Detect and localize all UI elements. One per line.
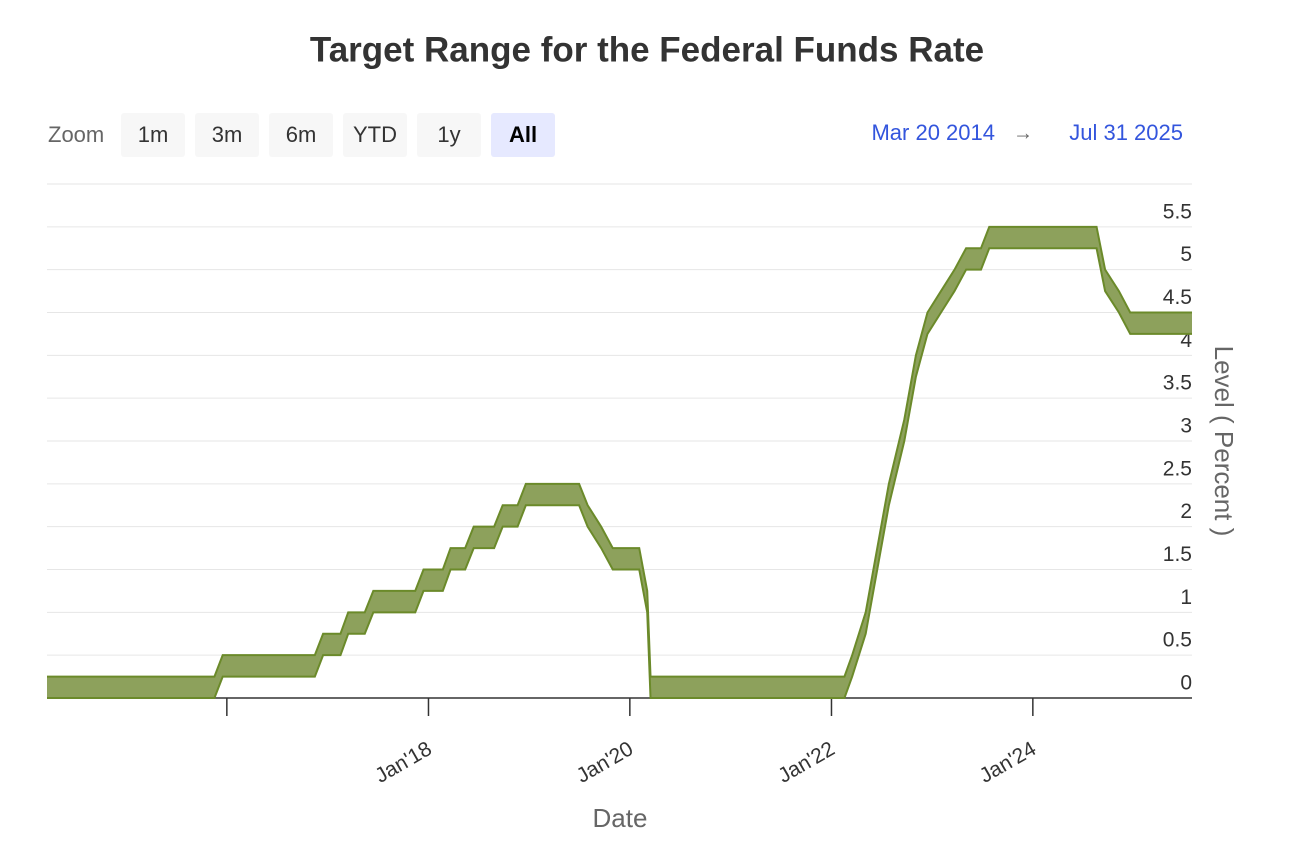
- zoom-button[interactable]: [195, 113, 259, 157]
- range-from[interactable]: Mar 20 2014: [871, 120, 995, 145]
- y-tick-label: 2.5: [1163, 457, 1192, 480]
- y-tick-label: 2: [1180, 500, 1192, 523]
- range-arrow: →: [1013, 122, 1033, 144]
- y-tick-label: 5.5: [1163, 200, 1192, 223]
- y-axis-title: Level ( Percent ): [1209, 346, 1239, 537]
- zoom-button[interactable]: [343, 113, 407, 157]
- zoom-button-label[interactable]: 3m: [212, 122, 243, 147]
- zoom-button-label[interactable]: YTD: [353, 122, 397, 147]
- x-axis-title: Date: [593, 803, 648, 833]
- x-tick-label: Jan'24: [976, 737, 1041, 788]
- y-tick-label: 1: [1180, 586, 1192, 609]
- zoom-button-label[interactable]: 1y: [437, 122, 460, 147]
- y-tick-label: 1.5: [1163, 543, 1192, 566]
- y-tick-label: 0.5: [1163, 629, 1192, 652]
- zoom-button-label[interactable]: 6m: [286, 122, 317, 147]
- x-tick-label: Jan'18: [371, 737, 436, 788]
- y-tick-label: 0: [1180, 672, 1192, 695]
- y-tick-label: 3: [1180, 415, 1192, 438]
- range-area: [47, 226, 1192, 699]
- y-tick-label: 3.5: [1163, 372, 1192, 395]
- x-tick-label: Jan'20: [573, 737, 638, 788]
- zoom-button[interactable]: [121, 113, 185, 157]
- zoom-button[interactable]: [269, 113, 333, 157]
- zoom-button-label[interactable]: All: [509, 122, 537, 147]
- zoom-button[interactable]: [417, 113, 481, 157]
- lower-line: [47, 247, 1192, 699]
- upper-line: [47, 225, 1192, 678]
- range-to[interactable]: Jul 31 2025: [1069, 120, 1183, 145]
- zoom-button[interactable]: [491, 113, 555, 157]
- y-tick-label: 4.5: [1163, 286, 1192, 309]
- zoom-label: Zoom: [48, 122, 104, 147]
- zoom-button-label[interactable]: 1m: [138, 122, 169, 147]
- chart-title: Target Range for the Federal Funds Rate: [310, 30, 984, 69]
- y-tick-label: 5: [1180, 243, 1192, 266]
- x-tick-label: Jan'22: [774, 737, 839, 788]
